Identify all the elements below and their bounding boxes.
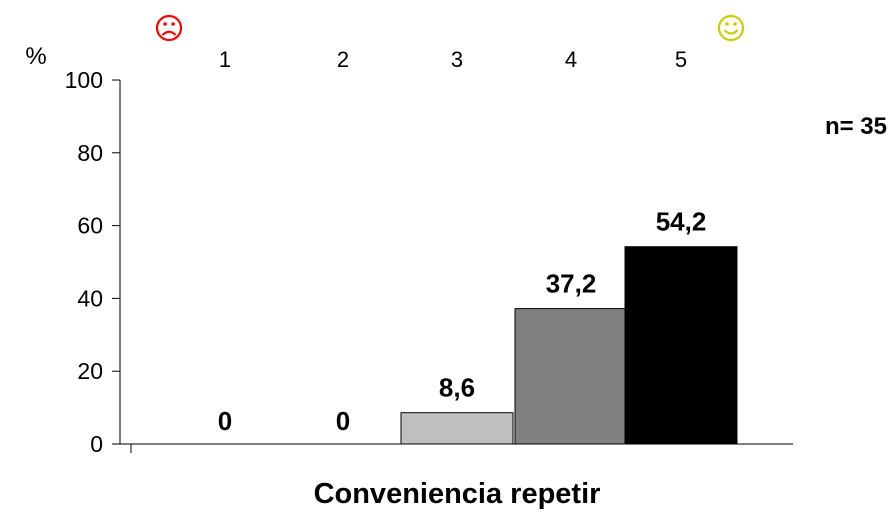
- y-axis-label: %: [25, 43, 46, 70]
- data-label-4: 37,2: [546, 269, 597, 299]
- y-tick-label: 40: [77, 285, 103, 311]
- category-labels: 1 2 3 4 5: [219, 47, 687, 72]
- happy-face-icon: [717, 14, 745, 42]
- data-label-2: 0: [336, 406, 350, 436]
- x-axis-title: Conveniencia repetir: [314, 478, 601, 510]
- y-tick-label: 80: [77, 140, 103, 166]
- y-tick-label: 0: [90, 431, 103, 457]
- sad-face-icon: [155, 14, 183, 42]
- bar-3: [400, 412, 514, 445]
- category-label-4: 4: [565, 47, 577, 72]
- category-label-3: 3: [451, 47, 463, 72]
- data-label-1: 0: [218, 406, 232, 436]
- y-tick-label: 100: [65, 67, 103, 93]
- category-label-2: 2: [337, 47, 349, 72]
- y-tick-label: 20: [77, 358, 103, 384]
- bar-4: [514, 308, 628, 445]
- category-label-1: 1: [219, 47, 231, 72]
- data-labels: 0 0 8,6 37,2 54,2: [218, 207, 707, 436]
- y-tick-label: 60: [77, 213, 103, 239]
- data-label-5: 54,2: [656, 207, 707, 237]
- bars: [400, 246, 738, 445]
- data-label-3: 8,6: [439, 373, 475, 403]
- category-label-5: 5: [675, 47, 687, 72]
- bar-5: [624, 246, 738, 445]
- sample-size-note: n= 35: [825, 113, 887, 140]
- y-ticks: 0 20 40 60 80 100: [65, 67, 120, 457]
